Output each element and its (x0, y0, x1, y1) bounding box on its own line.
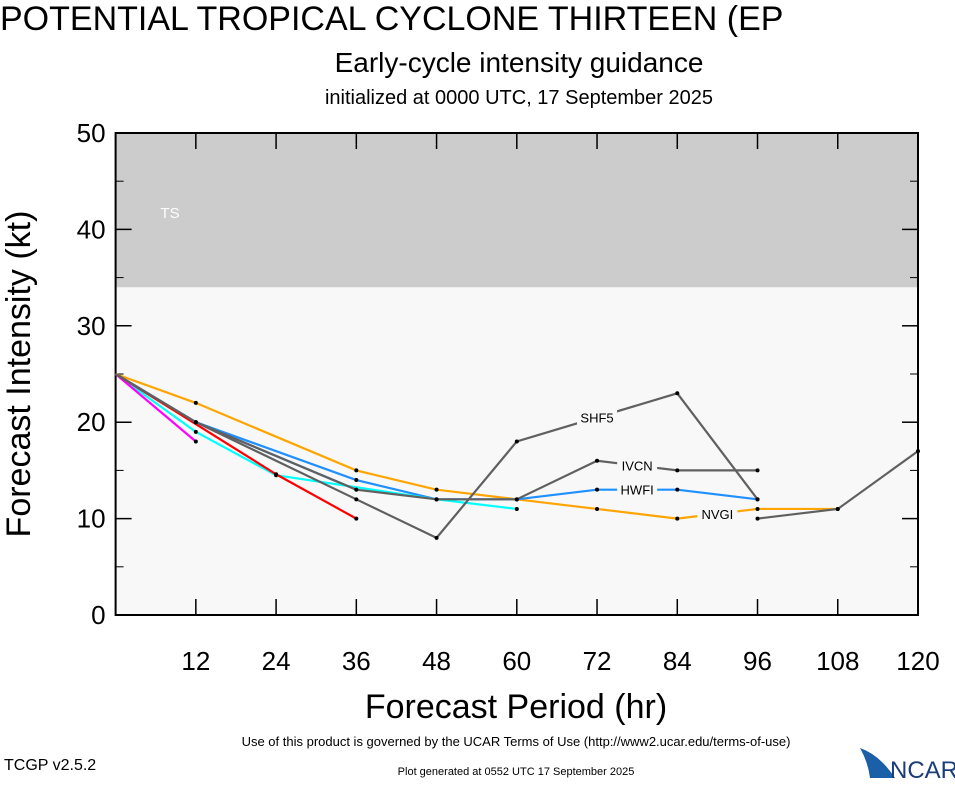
series-label-bg (577, 409, 618, 426)
x-tick-label: 108 (816, 646, 859, 676)
data-point (193, 429, 198, 434)
series-label-bg (617, 481, 658, 498)
y-tick-label: 50 (77, 118, 106, 148)
version-label: TCGP v2.5.2 (4, 757, 96, 774)
x-tick-label: 96 (743, 646, 772, 676)
svg-text:NCAR: NCAR (890, 757, 955, 780)
ncar-logo: NCAR (860, 748, 955, 784)
data-point (193, 439, 198, 444)
x-tick-label: 24 (262, 646, 291, 676)
data-point (354, 468, 359, 473)
x-tick-label: 12 (181, 646, 210, 676)
data-point (835, 506, 840, 511)
data-point (675, 391, 680, 396)
chart-title: POTENTIAL TROPICAL CYCLONE THIRTEEN (EP (0, 0, 783, 38)
series-label: IVCN (622, 459, 653, 474)
data-point (274, 472, 279, 477)
y-tick-label: 30 (77, 311, 106, 341)
series-label-bg (617, 457, 658, 474)
data-point (434, 497, 439, 502)
band-label: TS (160, 205, 179, 222)
data-point (595, 487, 600, 492)
data-point (595, 506, 600, 511)
series-line-ivcn (115, 373, 758, 501)
x-tick-label: 36 (342, 646, 371, 676)
data-point (675, 487, 680, 492)
data-point (916, 449, 920, 454)
series-label: NVGI (702, 507, 734, 522)
x-tick-label: 48 (422, 646, 451, 676)
series-line-4 (114, 373, 197, 443)
data-point (755, 506, 760, 511)
band-ts (115, 133, 919, 288)
data-point (755, 516, 760, 521)
plot-area: TS 0 10 20 30 40 50 12 24 36 48 60 72 84 96 108 120 NVGI H… (77, 118, 940, 676)
y-axis-label: Forecast Intensity (kt) (0, 211, 38, 538)
y-tick-label: 10 (77, 504, 106, 534)
data-point (514, 497, 519, 502)
data-point (755, 497, 760, 502)
x-tick-label: 120 (896, 646, 939, 676)
data-point (354, 497, 359, 502)
data-point (514, 439, 519, 444)
x-tick-label: 84 (663, 646, 692, 676)
series-label-bg (697, 505, 738, 522)
x-tick-label: 72 (583, 646, 612, 676)
chart-subtitle: Early-cycle intensity guidance (335, 47, 704, 78)
data-point (354, 478, 359, 483)
series-label: HWFI (621, 483, 654, 498)
data-point (354, 487, 359, 492)
data-point (354, 516, 359, 521)
terms-of-use: Use of this product is governed by the U… (242, 734, 791, 749)
data-point (434, 535, 439, 540)
x-tick-label: 60 (502, 646, 531, 676)
y-tick-label: 0 (91, 600, 105, 630)
x-axis-label: Forecast Period (hr) (365, 688, 667, 726)
data-point (434, 487, 439, 492)
data-point (675, 516, 680, 521)
data-point (193, 420, 198, 425)
data-point (595, 458, 600, 463)
series-label: SHF5 (580, 410, 613, 425)
y-tick-label: 40 (77, 214, 106, 244)
data-point (755, 468, 760, 473)
data-point (675, 468, 680, 473)
data-point (193, 400, 198, 405)
generated-time: Plot generated at 0552 UTC 17 September … (398, 766, 635, 778)
y-tick-label: 20 (77, 407, 106, 437)
chart-init-time: initialized at 0000 UTC, 17 September 20… (325, 87, 713, 109)
data-point (514, 506, 519, 511)
